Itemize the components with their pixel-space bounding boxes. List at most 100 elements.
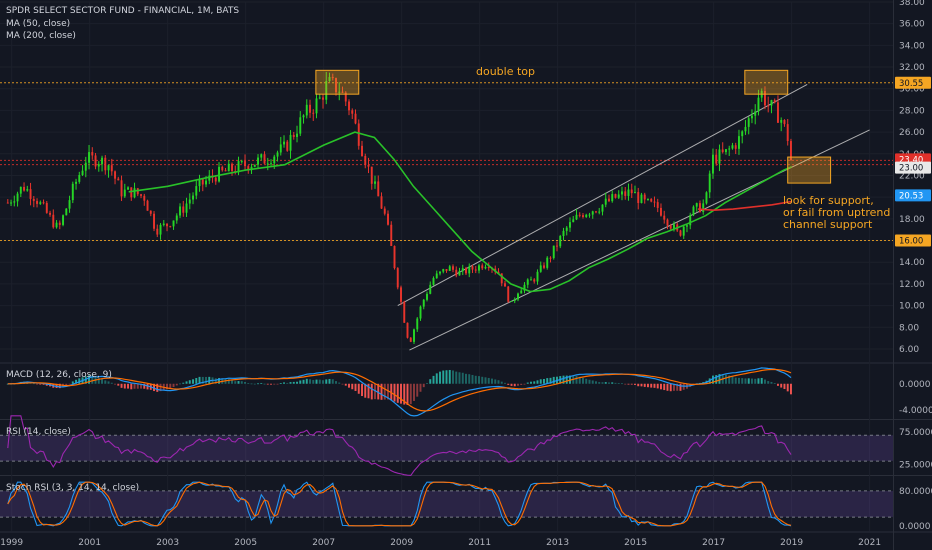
candle bbox=[65, 208, 68, 216]
candle bbox=[237, 161, 240, 173]
macd-histogram-bar bbox=[679, 383, 682, 391]
candle bbox=[88, 152, 91, 163]
macd-histogram-bar bbox=[273, 383, 276, 385]
candle bbox=[520, 290, 523, 294]
macd-histogram-bar bbox=[471, 374, 474, 384]
candle bbox=[52, 214, 55, 228]
candle bbox=[130, 187, 133, 198]
candle bbox=[312, 112, 315, 114]
macd-histogram-bar bbox=[198, 376, 201, 384]
candle bbox=[539, 265, 542, 272]
candle bbox=[270, 163, 272, 165]
macd-histogram-bar bbox=[253, 383, 256, 385]
macd-histogram-bar bbox=[338, 382, 341, 384]
macd-histogram-bar bbox=[724, 374, 727, 384]
ma200-legend[interactable]: MA (200, close) bbox=[6, 31, 76, 41]
candle bbox=[442, 269, 445, 272]
macd-histogram-bar bbox=[715, 375, 718, 384]
time-axis[interactable]: 1999 2001 2003 2005 2007 2009 2011 2013 2015 2017… bbox=[0, 538, 881, 548]
macd-histogram-bar bbox=[481, 376, 484, 384]
price-tick-label: 18.00 bbox=[899, 215, 925, 225]
macd-legend[interactable]: MACD (12, 26, close, 9) bbox=[6, 370, 112, 380]
price-axis[interactable]: 6.008.0010.0012.0014.0016.0018.0020.0022… bbox=[899, 0, 932, 532]
candle bbox=[611, 194, 614, 202]
candle bbox=[608, 198, 610, 202]
candle bbox=[396, 268, 399, 288]
macd-histogram-bar bbox=[58, 383, 61, 389]
macd-histogram-bar bbox=[276, 383, 279, 385]
candle bbox=[263, 154, 266, 164]
candle bbox=[101, 157, 104, 165]
candle bbox=[530, 279, 532, 281]
candle bbox=[286, 141, 289, 151]
stoch-legend[interactable]: Stoch RSI (3, 3, 14, 14, close) bbox=[6, 483, 139, 493]
candle bbox=[429, 284, 432, 294]
price-tick-label: 32.00 bbox=[899, 63, 925, 73]
candle bbox=[156, 228, 159, 235]
macd-histogram-bar bbox=[387, 383, 389, 400]
candle bbox=[465, 268, 467, 274]
price-tag-label: 23.00 bbox=[899, 164, 923, 174]
candle bbox=[374, 181, 376, 184]
candle bbox=[367, 164, 370, 167]
ma50-legend[interactable]: MA (50, close) bbox=[6, 19, 70, 29]
candle bbox=[201, 179, 204, 185]
candle bbox=[439, 271, 441, 274]
macd-histogram-bar bbox=[640, 383, 643, 387]
candle bbox=[721, 149, 724, 153]
macd-histogram-bar bbox=[445, 370, 448, 384]
candle bbox=[357, 123, 360, 146]
candle bbox=[23, 186, 26, 191]
candle bbox=[273, 156, 276, 164]
candle bbox=[257, 157, 259, 165]
price-tag-label: 16.00 bbox=[899, 237, 923, 247]
macd-histogram-bar bbox=[68, 383, 71, 385]
candle bbox=[786, 124, 789, 142]
macd-histogram-bar bbox=[335, 381, 337, 384]
macd-histogram-bar bbox=[348, 383, 350, 388]
candle bbox=[409, 337, 412, 342]
macd-histogram-bar bbox=[91, 375, 94, 384]
macd-histogram-bar bbox=[309, 379, 311, 384]
candle bbox=[780, 119, 783, 123]
rsi-legend[interactable]: RSI (14, close) bbox=[6, 427, 71, 437]
candle bbox=[364, 156, 367, 165]
candle bbox=[432, 278, 435, 285]
candle bbox=[640, 194, 643, 204]
macd-histogram-bar bbox=[669, 383, 672, 392]
macd-histogram-bar bbox=[718, 374, 721, 384]
macd-histogram-bar bbox=[117, 383, 120, 386]
macd-tick-label: 0.0000 bbox=[899, 380, 931, 390]
macd-histogram-bar bbox=[783, 383, 786, 390]
candle bbox=[266, 163, 269, 165]
candle bbox=[689, 215, 692, 226]
macd-histogram-bar bbox=[416, 383, 419, 397]
macd-histogram-bar bbox=[133, 383, 136, 389]
candle bbox=[685, 225, 688, 227]
rsi-tick-label: 25.0000 bbox=[899, 460, 932, 470]
price-tick-label: 14.00 bbox=[899, 258, 925, 268]
candle bbox=[731, 145, 734, 149]
candle bbox=[81, 170, 84, 175]
candle bbox=[598, 211, 601, 213]
macd-histogram-bar bbox=[711, 375, 714, 384]
macd-histogram-bar bbox=[344, 383, 347, 386]
candle bbox=[36, 200, 39, 204]
macd-histogram-bar bbox=[546, 378, 549, 384]
macd-histogram-bar bbox=[110, 382, 113, 384]
candle bbox=[250, 166, 253, 171]
candle bbox=[344, 92, 347, 102]
price-tag bbox=[895, 234, 931, 247]
stoch-band bbox=[0, 490, 893, 518]
macd-histogram-bar bbox=[741, 378, 744, 384]
macd-histogram-bar bbox=[682, 383, 685, 390]
candle bbox=[292, 134, 295, 137]
macd-histogram-bar bbox=[331, 379, 334, 384]
candle bbox=[104, 157, 107, 171]
candle bbox=[192, 195, 195, 200]
support-annotation-line3: channel support bbox=[783, 218, 873, 231]
macd-tick-label: -4.0000 bbox=[899, 406, 932, 416]
candle bbox=[231, 163, 233, 172]
candle bbox=[734, 145, 737, 149]
